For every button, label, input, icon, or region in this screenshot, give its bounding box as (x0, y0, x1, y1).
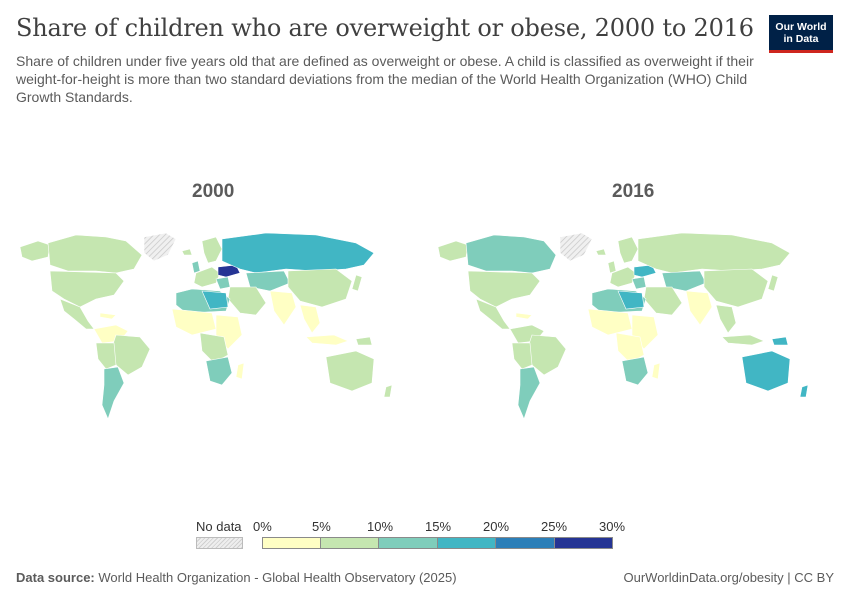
peru-bolivia[interactable] (95, 342, 117, 370)
legend-tick-0: 0% (253, 519, 272, 534)
legend-nodata-label: No data (196, 519, 242, 534)
legend-swatch-5[interactable] (554, 537, 613, 549)
new-zealand[interactable] (799, 384, 809, 398)
australia[interactable] (741, 350, 791, 392)
mexico[interactable] (475, 298, 511, 330)
libya-egypt[interactable] (617, 290, 645, 310)
legend-swatch-4[interactable] (496, 537, 555, 549)
west-africa[interactable] (171, 308, 217, 336)
balkans[interactable] (215, 276, 231, 290)
argentina-chile[interactable] (101, 366, 125, 420)
papua-new-guinea[interactable] (771, 336, 789, 346)
peru-bolivia[interactable] (511, 342, 533, 370)
middle-east[interactable] (643, 286, 683, 316)
data-source-label: Data source: (16, 570, 95, 585)
scandinavia[interactable] (617, 236, 639, 264)
western-europe[interactable] (193, 266, 221, 288)
russia[interactable] (637, 232, 791, 274)
greenland[interactable] (143, 232, 177, 262)
canada[interactable] (47, 234, 143, 274)
world-map-2016[interactable] (436, 225, 826, 425)
legend-nodata-swatch[interactable] (196, 537, 243, 549)
balkans[interactable] (631, 276, 647, 290)
footer-url[interactable]: OurWorldinData.org/obesity | CC BY (623, 570, 835, 585)
middle-east[interactable] (227, 286, 267, 316)
iceland[interactable] (595, 248, 607, 256)
india[interactable] (269, 290, 297, 326)
japan[interactable] (767, 274, 779, 292)
united-states[interactable] (467, 270, 541, 308)
central-asia[interactable] (245, 270, 291, 292)
southeast-asia[interactable] (299, 304, 321, 334)
legend-tick-3: 15% (425, 519, 452, 534)
alaska[interactable] (19, 240, 51, 262)
madagascar[interactable] (235, 362, 245, 380)
indonesia[interactable] (305, 334, 349, 346)
western-europe[interactable] (609, 266, 637, 288)
southeast-asia[interactable] (715, 304, 737, 334)
central-asia[interactable] (661, 270, 707, 292)
data-source: Data source: World Health Organization -… (16, 570, 457, 585)
indonesia[interactable] (721, 334, 765, 346)
legend-swatch-0[interactable] (262, 537, 321, 549)
uk-ireland[interactable] (191, 260, 201, 274)
argentina-chile[interactable] (517, 366, 541, 420)
logo-line-1: Our World (775, 21, 827, 33)
japan[interactable] (351, 274, 363, 292)
west-africa[interactable] (587, 308, 633, 336)
alaska[interactable] (437, 240, 469, 262)
legend-swatch-2[interactable] (379, 537, 438, 549)
canada[interactable] (465, 234, 557, 274)
logo-accent-bar (769, 50, 833, 53)
map-year-label-left: 2000 (192, 181, 235, 202)
libya-egypt[interactable] (201, 290, 229, 310)
data-source-text[interactable]: World Health Organization - Global Healt… (98, 570, 457, 585)
china[interactable] (287, 268, 353, 308)
uk-ireland[interactable] (607, 260, 617, 274)
madagascar[interactable] (651, 362, 661, 380)
papua-new-guinea[interactable] (355, 336, 373, 346)
legend-tick-1: 5% (312, 519, 331, 534)
legend-swatch-3[interactable] (437, 537, 496, 549)
greenland[interactable] (559, 232, 593, 262)
legend-tick-2: 10% (367, 519, 394, 534)
owid-logo[interactable]: Our World in Data (769, 15, 833, 53)
legend-tick-5: 25% (541, 519, 568, 534)
india[interactable] (685, 290, 713, 326)
iceland[interactable] (181, 248, 193, 256)
caribbean[interactable] (515, 312, 533, 320)
scandinavia[interactable] (201, 236, 223, 264)
world-map-2000[interactable] (16, 225, 406, 425)
legend-swatch-1[interactable] (320, 537, 379, 549)
russia[interactable] (221, 232, 375, 274)
united-states[interactable] (49, 270, 125, 308)
southern-africa[interactable] (205, 356, 233, 386)
legend-tick-6: 30% (599, 519, 626, 534)
map-year-label-right: 2016 (612, 181, 655, 202)
caribbean[interactable] (99, 312, 117, 320)
legend-tick-4: 20% (483, 519, 510, 534)
mexico[interactable] (59, 298, 95, 330)
southern-africa[interactable] (621, 356, 649, 386)
logo-line-2: in Data (783, 33, 819, 45)
china[interactable] (703, 268, 769, 308)
chart-title: Share of children who are overweight or … (16, 14, 754, 42)
chart-subtitle: Share of children under five years old t… (16, 53, 754, 105)
australia[interactable] (325, 350, 375, 392)
new-zealand[interactable] (383, 384, 393, 398)
